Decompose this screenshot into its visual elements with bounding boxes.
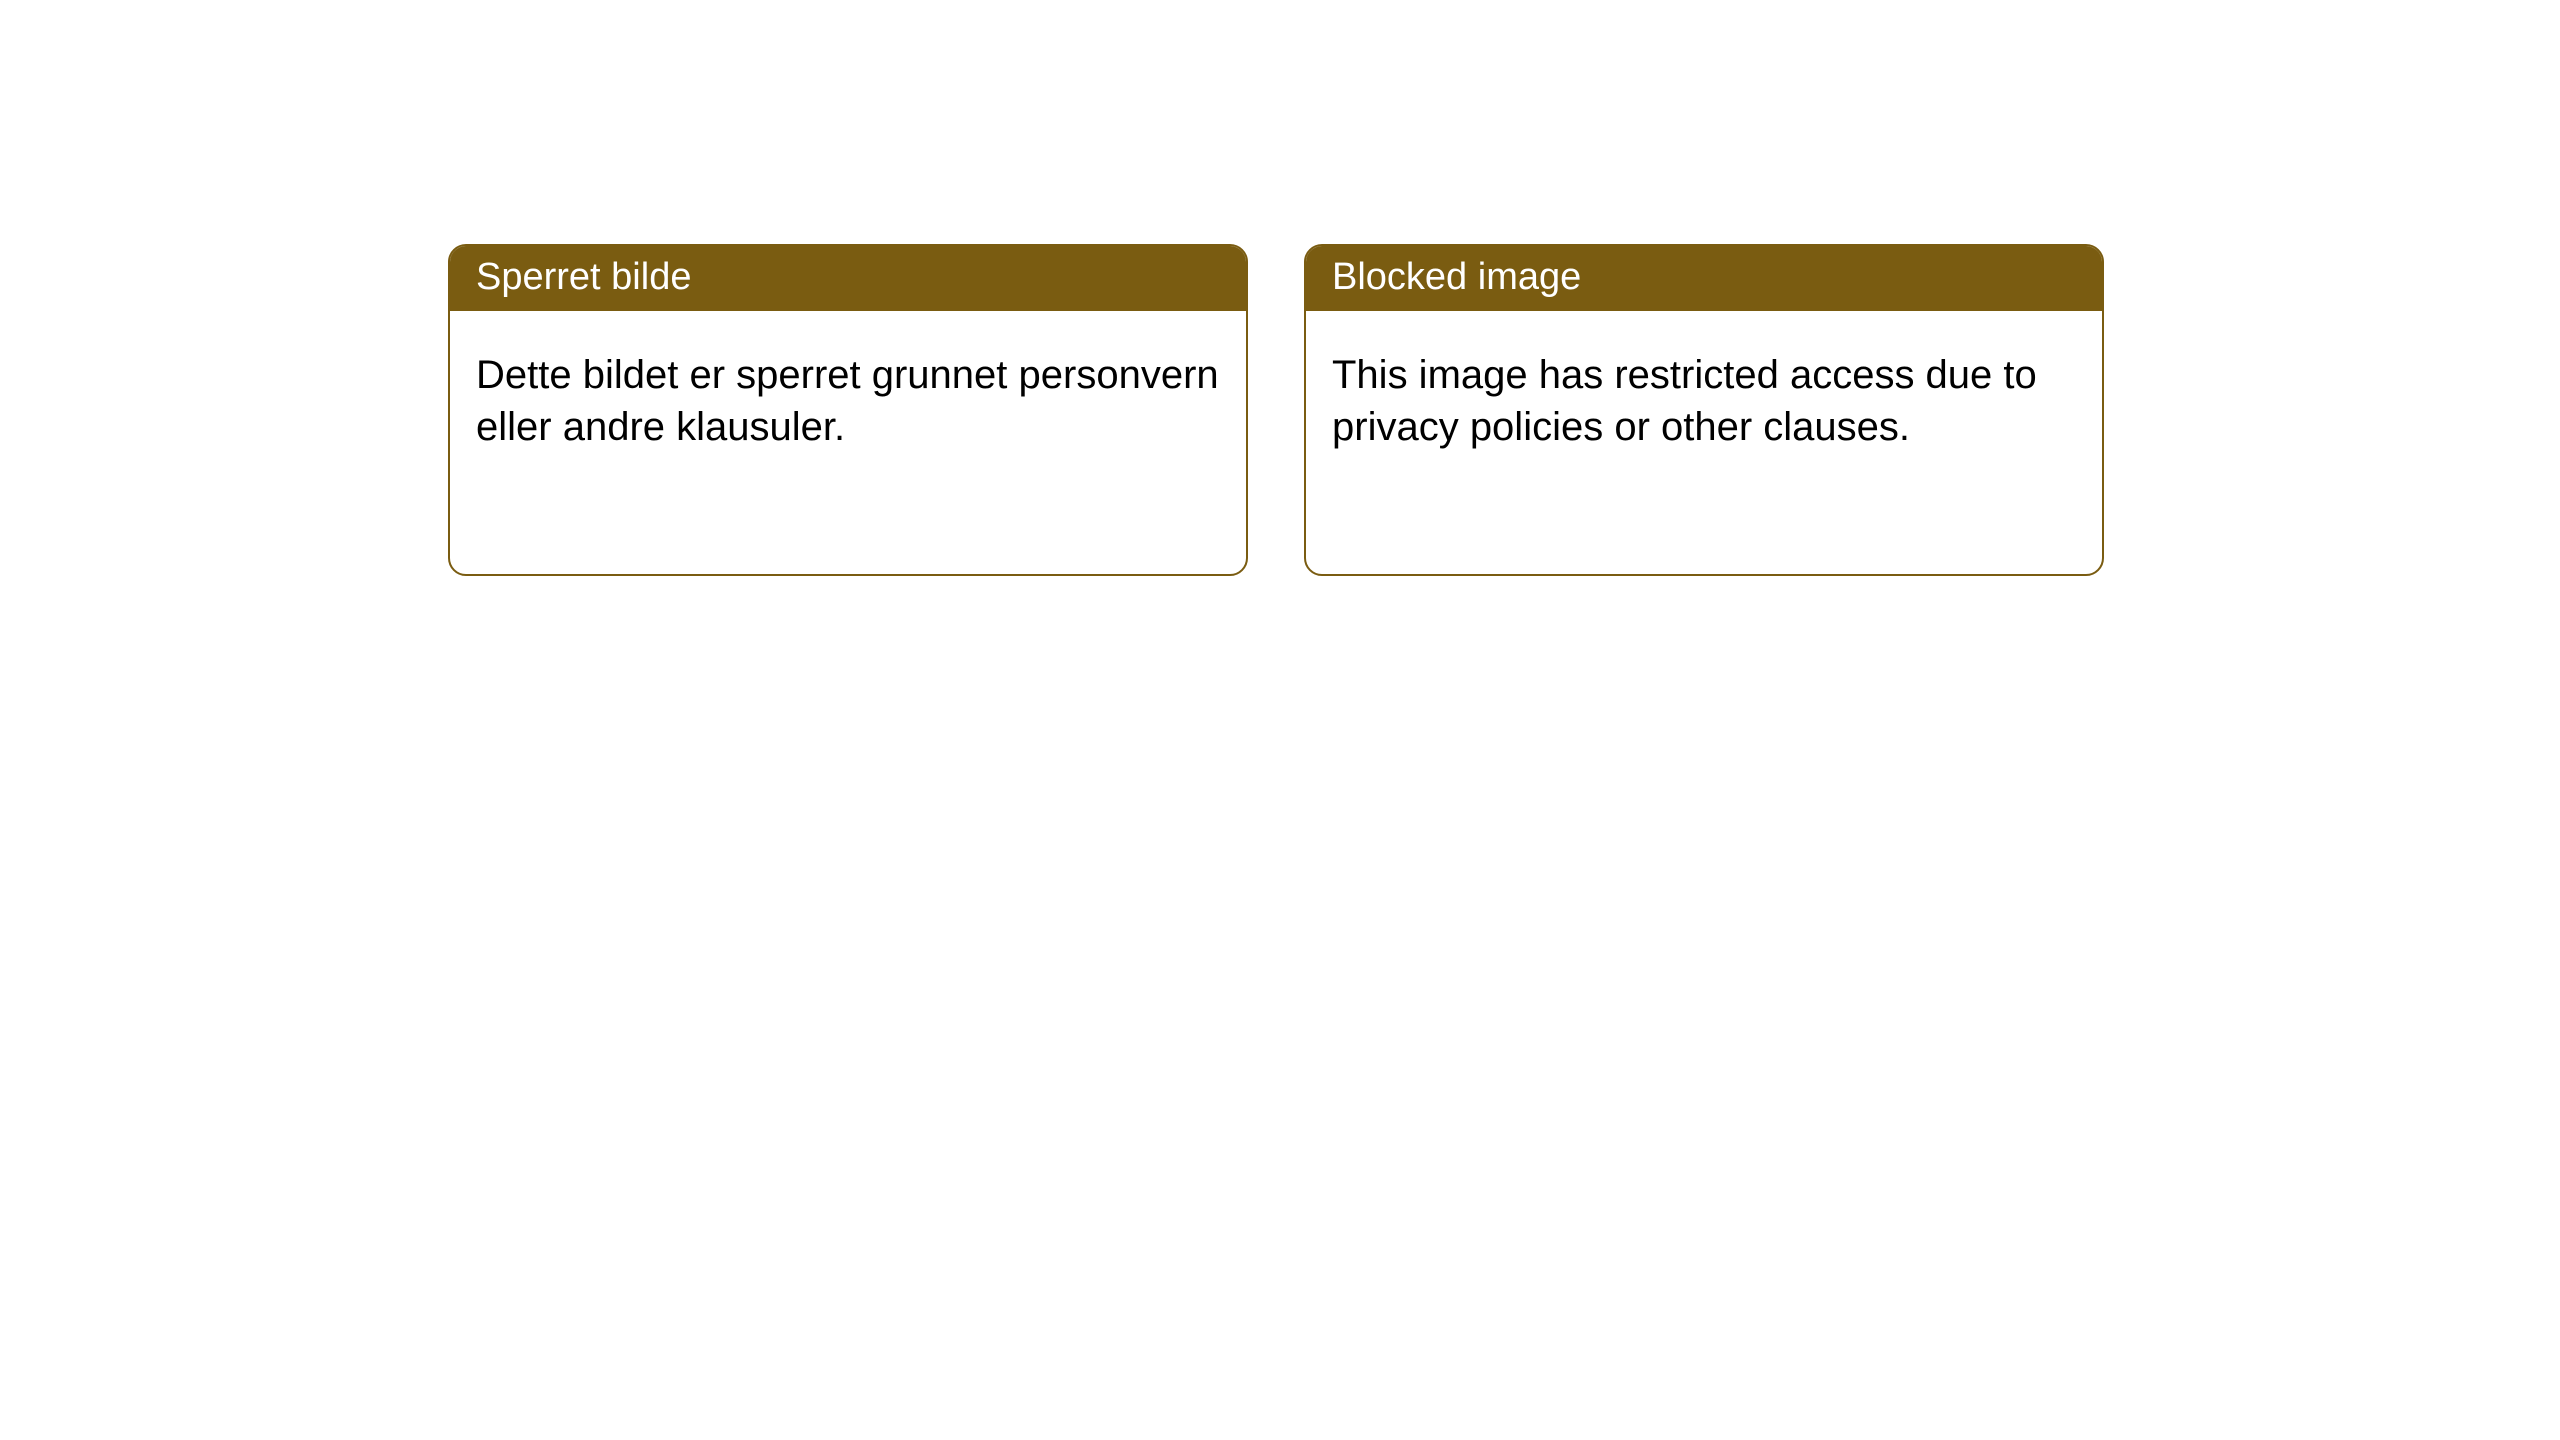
notice-container: Sperret bilde Dette bildet er sperret gr… <box>0 0 2560 576</box>
notice-body-english: This image has restricted access due to … <box>1306 311 2102 479</box>
notice-body-norwegian: Dette bildet er sperret grunnet personve… <box>450 311 1246 479</box>
notice-card-english: Blocked image This image has restricted … <box>1304 244 2104 576</box>
notice-header-norwegian: Sperret bilde <box>450 246 1246 311</box>
notice-header-english: Blocked image <box>1306 246 2102 311</box>
notice-card-norwegian: Sperret bilde Dette bildet er sperret gr… <box>448 244 1248 576</box>
